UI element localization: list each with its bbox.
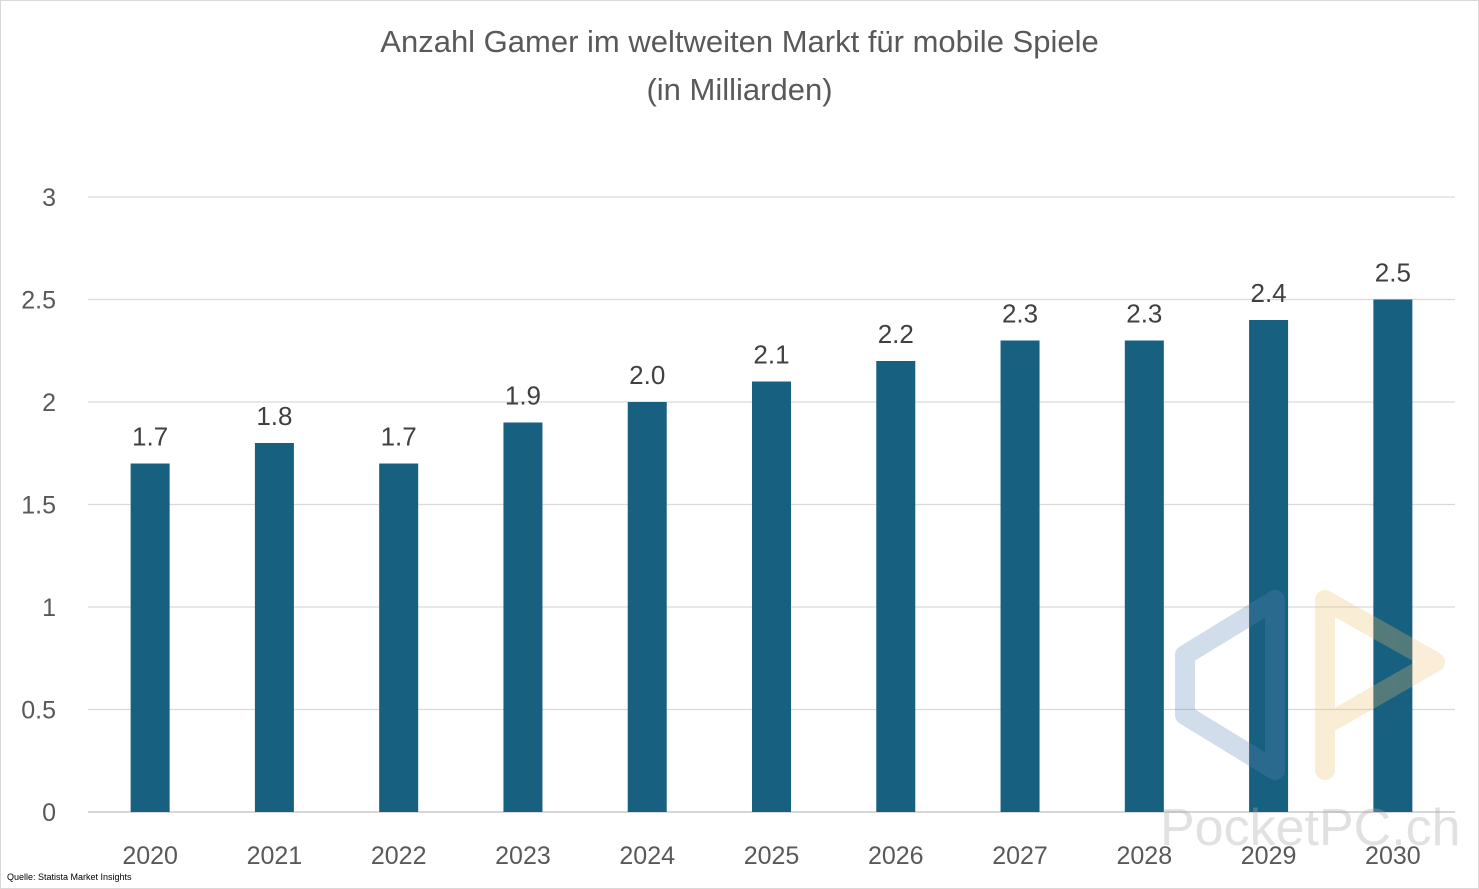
y-axis-ticks: 0 0.5 1 1.5 2 2.5 3: [21, 184, 56, 827]
data-label: 2.5: [1375, 258, 1411, 288]
y-tick-label: 2: [42, 389, 56, 417]
x-tick-label: 2022: [371, 842, 427, 870]
data-label: 2.4: [1251, 278, 1287, 308]
x-tick-label: 2021: [247, 842, 303, 870]
y-tick-label: 1: [42, 594, 56, 622]
data-label: 2.0: [629, 360, 665, 390]
x-tick-label: 2028: [1117, 842, 1173, 870]
y-tick-label: 2.5: [21, 287, 56, 315]
x-tick-label: 2024: [619, 842, 675, 870]
bar: [752, 381, 791, 812]
data-label: 1.7: [132, 422, 168, 452]
data-label: 1.8: [256, 401, 292, 431]
bar: [130, 463, 170, 812]
data-label: 1.7: [381, 422, 417, 452]
watermark-logo: [1175, 590, 1445, 780]
y-tick-label: 3: [42, 184, 56, 212]
source-note: Quelle: Statista Market Insights: [7, 872, 132, 882]
y-tick-label: 0: [42, 799, 56, 827]
x-tick-label: 2026: [868, 842, 924, 870]
x-tick-label: 2029: [1241, 842, 1297, 870]
bar: [503, 422, 543, 812]
x-axis-ticks: 2020 2021 2022 2023 2024 2025 2026 2027 2028 2029…: [122, 842, 1420, 870]
x-tick-label: 2023: [495, 842, 551, 870]
bar: [379, 463, 419, 812]
x-tick-label: 2030: [1365, 842, 1421, 870]
y-tick-label: 1.5: [21, 492, 56, 520]
y-tick-label: 0.5: [21, 697, 56, 725]
bar: [254, 443, 294, 812]
watermark-text: PocketPC.ch: [1160, 799, 1461, 857]
chart-subtitle: (in Milliarden): [646, 72, 833, 107]
x-tick-label: 2020: [122, 842, 178, 870]
data-label: 2.2: [878, 319, 914, 349]
bars: [130, 299, 1413, 812]
x-tick-label: 2027: [992, 842, 1048, 870]
bar: [876, 361, 916, 812]
chart-title: Anzahl Gamer im weltweiten Markt für mob…: [380, 24, 1099, 59]
data-label: 2.3: [1126, 299, 1162, 329]
bar: [1249, 320, 1289, 812]
data-label: 1.9: [505, 381, 541, 411]
bar: [627, 402, 667, 812]
data-label: 2.1: [753, 340, 789, 370]
bar: [1000, 340, 1040, 812]
bar: [1124, 340, 1164, 812]
x-tick-label: 2025: [744, 842, 800, 870]
data-label: 2.3: [1002, 299, 1038, 329]
data-labels: 1.7 1.8 1.7 1.9 2.0 2.1 2.2 2.3 2.3 2.4 2.5: [132, 258, 1411, 452]
bar: [1373, 299, 1413, 812]
